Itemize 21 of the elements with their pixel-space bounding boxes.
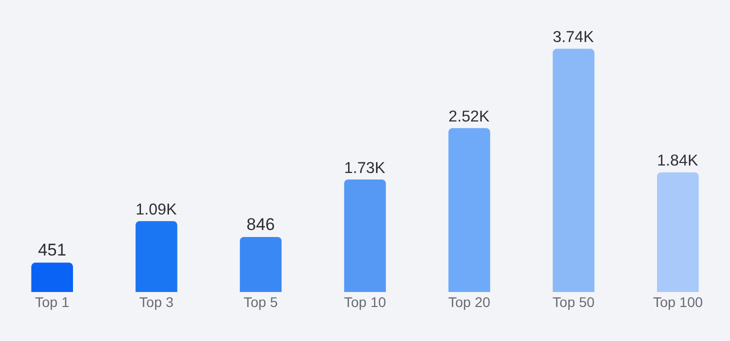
bar bbox=[31, 262, 73, 292]
data-label: 3.74K bbox=[552, 29, 594, 46]
data-label: 1.73K bbox=[344, 160, 386, 177]
x-tick-label: Top 10 bbox=[344, 294, 386, 310]
bar bbox=[240, 236, 282, 292]
x-tick-label: Top 5 bbox=[244, 294, 278, 310]
data-label: 846 bbox=[246, 214, 275, 234]
x-tick-label: Top 1 bbox=[35, 294, 70, 310]
data-label: 451 bbox=[38, 240, 66, 260]
bar bbox=[136, 221, 178, 292]
data-label: 1.09K bbox=[136, 201, 178, 218]
x-tick-label: Top 3 bbox=[139, 294, 174, 310]
bar bbox=[344, 180, 386, 292]
data-label: 1.84K bbox=[657, 152, 699, 170]
bar bbox=[448, 128, 490, 292]
bar bbox=[552, 48, 594, 292]
x-tick-label: Top 100 bbox=[652, 294, 703, 310]
bar bbox=[657, 172, 699, 292]
x-tick-label: Top 20 bbox=[448, 294, 491, 310]
data-label: 2.52K bbox=[448, 108, 490, 126]
x-tick-label: Top 50 bbox=[552, 294, 595, 310]
